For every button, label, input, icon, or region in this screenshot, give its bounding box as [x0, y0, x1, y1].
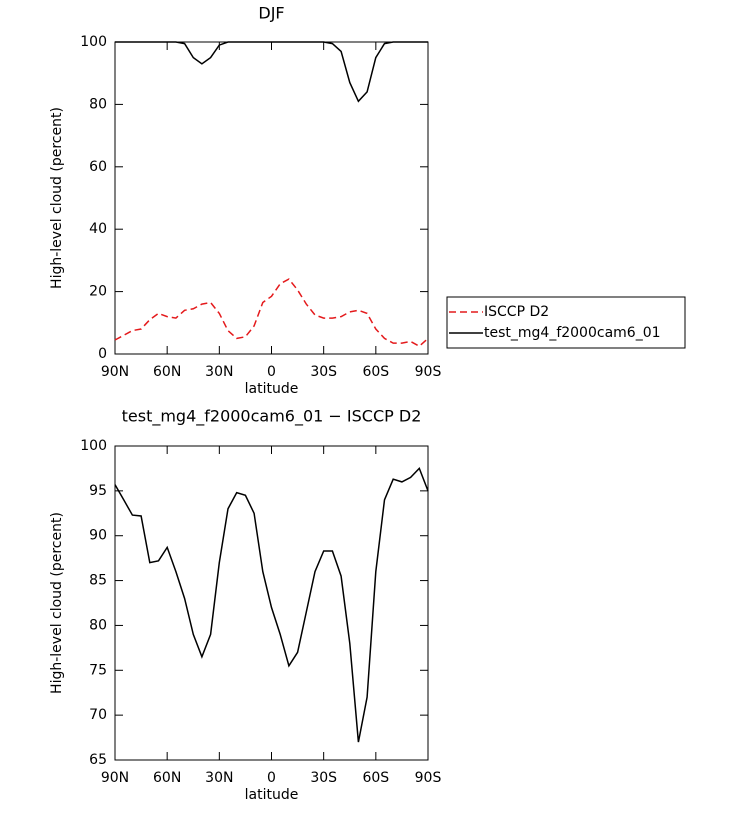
x-tick-label: 90N [101, 770, 129, 786]
x-tick-label: 0 [267, 770, 276, 786]
y-tick-label: 70 [89, 707, 107, 723]
y-tick-label: 95 [89, 483, 107, 499]
x-tick-label: 60N [153, 770, 181, 786]
data-line [114, 278, 429, 348]
x-tick-label: 30S [310, 364, 337, 380]
x-tick-label: 90S [415, 770, 442, 786]
y-tick-label: 100 [80, 438, 107, 454]
y-tick-label: 90 [89, 528, 107, 544]
x-axis-label: latitude [245, 381, 299, 397]
chart-title: DJF [258, 4, 284, 23]
y-tick-label: 85 [89, 573, 107, 589]
legend-label: ISCCP D2 [484, 304, 549, 320]
y-tick-label: 80 [89, 617, 107, 633]
y-axis-label: High-level cloud (percent) [49, 107, 65, 289]
x-tick-label: 60S [362, 770, 389, 786]
y-tick-label: 75 [89, 662, 107, 678]
y-tick-label: 80 [89, 96, 107, 112]
y-tick-label: 40 [89, 221, 107, 237]
y-tick-label: 20 [89, 284, 107, 300]
y-tick-label: 100 [80, 34, 107, 50]
legend-box [446, 296, 686, 349]
x-tick-label: 90N [101, 364, 129, 380]
chart-title: test_mg4_f2000cam6_01 − ISCCP D2 [122, 407, 422, 427]
x-tick-label: 60N [153, 364, 181, 380]
y-axis-label: High-level cloud (percent) [49, 512, 65, 694]
x-tick-label: 30N [205, 770, 233, 786]
x-tick-label: 30S [310, 770, 337, 786]
data-line [114, 467, 429, 743]
x-tick-label: 90S [415, 364, 442, 380]
legend-label: test_mg4_f2000cam6_01 [484, 325, 661, 341]
y-tick-label: 65 [89, 752, 107, 768]
x-tick-label: 30N [205, 364, 233, 380]
data-line [115, 41, 428, 103]
y-tick-label: 0 [98, 346, 107, 362]
x-tick-label: 0 [267, 364, 276, 380]
y-tick-label: 60 [89, 159, 107, 175]
plot-frame [114, 445, 429, 761]
x-tick-label: 60S [362, 364, 389, 380]
plot-frame [114, 41, 429, 355]
x-axis-label: latitude [245, 787, 299, 803]
